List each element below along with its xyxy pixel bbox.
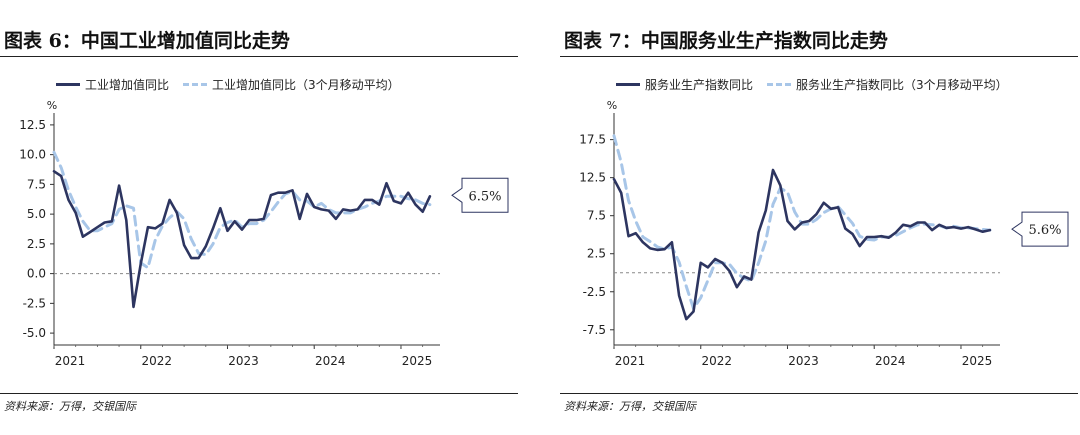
line-chart-services: % 17.5 12.5 7.5 2.5 -2.5 -7.5 2021 2022 2023 2024 2… [579, 99, 1069, 368]
title-divider [0, 56, 518, 57]
series-line-yoy [52, 170, 432, 309]
x-tick-label: 2024 [875, 354, 906, 368]
x-tick-label: 2023 [228, 354, 259, 368]
x-tick-label: 2023 [788, 354, 819, 368]
y-tick-label: 7.5 [27, 177, 46, 191]
y-tick-label: -7.5 [583, 323, 606, 337]
y-unit-label: % [607, 99, 617, 112]
callout-value: 5.6% [1028, 223, 1061, 238]
legend-item-dashed: 服务业生产指数同比（3个月移动平均） [767, 76, 1008, 93]
y-tick-label: 7.5 [587, 209, 606, 223]
legend-label: 服务业生产指数同比 [645, 78, 754, 92]
y-tick-label: 12.5 [19, 118, 46, 132]
chart-title: 图表 7：中国服务业生产指数同比走势 [564, 30, 888, 52]
y-tick-label: 2.5 [27, 237, 46, 251]
y-tick-label: 2.5 [587, 247, 606, 261]
y-tick-label: -2.5 [23, 296, 46, 310]
y-unit-label: % [47, 99, 57, 112]
y-tick-label: 0.0 [27, 267, 46, 281]
series-line-yoy [612, 168, 992, 321]
legend-item-solid: 服务业生产指数同比 [616, 76, 753, 93]
x-tick-label: 2021 [55, 354, 86, 368]
callout-value: 6.5% [468, 189, 501, 204]
x-tick-label: 2024 [315, 354, 346, 368]
legend-solid-line-icon [616, 83, 640, 86]
legend-item-solid: 工业增加值同比 [56, 76, 169, 93]
footer-divider [0, 393, 518, 394]
legend-solid-line-icon [56, 83, 80, 86]
legend-dashed-line-icon [183, 83, 208, 86]
chart-legend: 工业增加值同比 工业增加值同比（3个月移动平均） [56, 76, 414, 93]
legend-label: 工业增加值同比 [85, 78, 170, 92]
x-tick-label: 2022 [141, 354, 172, 368]
y-tick-label: 10.0 [19, 148, 46, 162]
legend-dashed-line-icon [767, 83, 792, 86]
series-line-moving-average [52, 150, 432, 270]
x-tick-label: 2021 [615, 354, 646, 368]
chart-title: 图表 6：中国工业增加值同比走势 [4, 30, 290, 52]
chart-panel-industrial: 图表 6：中国工业增加值同比走势 工业增加值同比 工业增加值同比（3个月移动平均… [0, 0, 525, 435]
x-tick-label: 2025 [402, 354, 433, 368]
callout-box [451, 177, 509, 213]
line-chart-industrial: %12.5 10.0 7.5 5.0 2.5 0.0 -2.5 -5.0 2021 2022 202… [19, 99, 509, 368]
y-tick-label: 17.5 [579, 133, 606, 147]
y-tick-label: -5.0 [23, 326, 46, 340]
y-tick-label: -2.5 [583, 285, 606, 299]
source-note: 资料来源：万得，交银国际 [564, 400, 696, 413]
chart-legend: 服务业生产指数同比 服务业生产指数同比（3个月移动平均） [616, 76, 1022, 93]
title-divider [560, 56, 1078, 57]
source-note: 资料来源：万得，交银国际 [4, 400, 136, 413]
chart-panel-services: 图表 7：中国服务业生产指数同比走势 服务业生产指数同比 服务业生产指数同比（3… [560, 0, 1080, 435]
y-tick-label: 12.5 [579, 171, 606, 185]
legend-label: 工业增加值同比（3个月移动平均） [212, 78, 400, 92]
footer-divider [560, 393, 1078, 394]
x-tick-label: 2022 [701, 354, 732, 368]
x-tick-label: 2025 [962, 354, 993, 368]
legend-item-dashed: 工业增加值同比（3个月移动平均） [183, 76, 400, 93]
callout-box [1011, 211, 1069, 247]
y-tick-label: 5.0 [27, 207, 46, 221]
legend-label: 服务业生产指数同比（3个月移动平均） [796, 78, 1008, 92]
